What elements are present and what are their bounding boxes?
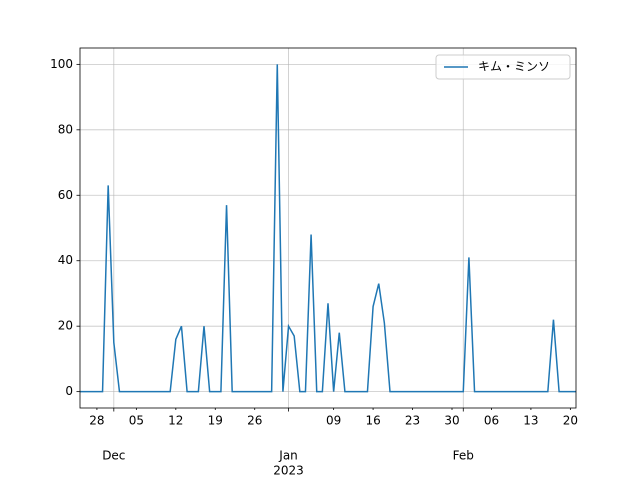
x-minor-tick-label: 20 <box>563 414 578 428</box>
x-minor-tick-label: 16 <box>365 414 380 428</box>
y-tick-label: 0 <box>65 384 73 398</box>
y-tick-label: 20 <box>58 319 73 333</box>
legend-label: キム・ミンソ <box>478 60 550 74</box>
x-minor-tick-label: 30 <box>444 414 459 428</box>
x-minor-tick-label: 26 <box>247 414 262 428</box>
x-minor-tick-label: 23 <box>405 414 420 428</box>
x-minor-tick-label: 19 <box>208 414 223 428</box>
x-minor-tick-label: 13 <box>523 414 538 428</box>
y-tick-label: 60 <box>58 188 73 202</box>
x-minor-tick-label: 06 <box>484 414 499 428</box>
y-tick-label: 40 <box>58 253 73 267</box>
x-tick-label: Dec <box>102 449 125 463</box>
legend-box <box>435 54 571 80</box>
x-minor-tick-label: 09 <box>326 414 341 428</box>
x-tick-label: Feb <box>453 449 474 463</box>
x-minor-tick-label: 12 <box>168 414 183 428</box>
x-minor-tick-label: 05 <box>129 414 144 428</box>
line <box>80 64 576 393</box>
legend: キム・ミンソ <box>435 54 571 80</box>
x-tick-label: Jan <box>278 449 298 463</box>
y-tick-label: 100 <box>50 57 73 71</box>
x-minor-tick-label: 28 <box>89 414 104 428</box>
axes-frame <box>79 47 577 409</box>
y-tick-label: 80 <box>58 122 73 136</box>
x-offset-label: 2023 <box>273 464 304 478</box>
